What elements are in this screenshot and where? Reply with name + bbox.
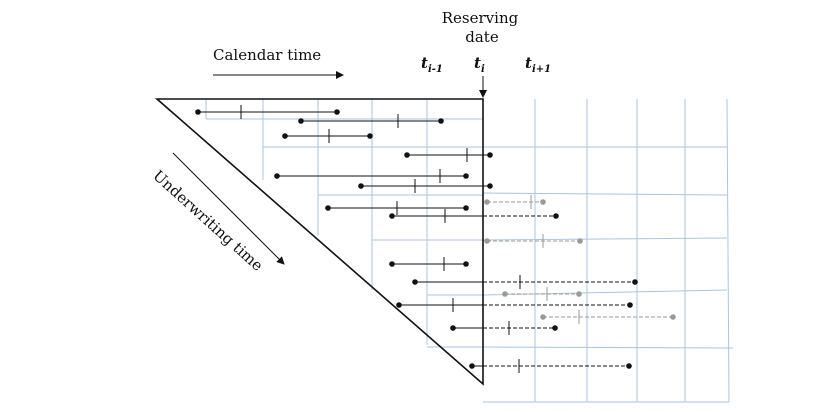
- claim-end-dot: [463, 205, 469, 211]
- claim-end-dot: [487, 183, 493, 189]
- claim-start-dot: [389, 213, 395, 219]
- claim: [484, 234, 583, 248]
- claim-end-dot: [627, 302, 633, 308]
- grid-line-horizontal: [482, 192, 728, 196]
- claim-end-dot: [334, 109, 340, 115]
- claim: [358, 179, 493, 193]
- claim-end-dot: [487, 152, 493, 158]
- claim: [389, 257, 469, 271]
- claim-end-dot: [438, 118, 444, 124]
- claim: [450, 321, 558, 335]
- claim-start-dot: [404, 152, 410, 158]
- grid-line-horizontal: [482, 237, 728, 241]
- claim: [396, 298, 633, 312]
- underwriting-time-arrow: [172, 152, 285, 265]
- claim-start-dot: [540, 314, 546, 320]
- claim-end-dot: [553, 213, 559, 219]
- claim: [274, 169, 469, 183]
- t-next-label: ti+1: [525, 54, 551, 75]
- claim: [195, 105, 340, 119]
- claim-end-dot: [626, 363, 632, 369]
- claim-start-dot: [450, 325, 456, 331]
- claim-end-dot: [576, 291, 582, 297]
- claim-start-dot: [298, 118, 304, 124]
- claim: [412, 275, 638, 289]
- claim-start-dot: [484, 199, 490, 205]
- grid-line-horizontal: [482, 346, 734, 349]
- reserving-date-label-line1: Reserving: [442, 9, 519, 27]
- claim-start-dot: [396, 302, 402, 308]
- claim-end-dot: [367, 133, 373, 139]
- claim-start-dot: [195, 109, 201, 115]
- claim-end-dot: [632, 279, 638, 285]
- claim-start-dot: [282, 133, 288, 139]
- claim: [404, 148, 493, 162]
- claims: [195, 105, 676, 373]
- claim: [484, 195, 546, 209]
- claim-end-dot: [552, 325, 558, 331]
- t-prev-label: ti-1: [421, 54, 443, 75]
- claim-start-dot: [502, 291, 508, 297]
- observed-triangle: [154, 98, 484, 386]
- grid-line-vertical: [726, 98, 730, 403]
- claim-start-dot: [358, 183, 364, 189]
- grid: [205, 98, 734, 403]
- claim: [502, 287, 582, 301]
- claim-end-dot: [670, 314, 676, 320]
- claim-start-dot: [412, 279, 418, 285]
- claim-start-dot: [484, 238, 490, 244]
- claim: [469, 359, 632, 373]
- t-curr-label: ti: [474, 54, 485, 75]
- calendar-time-label: Calendar time: [213, 46, 321, 64]
- claim-end-dot: [577, 238, 583, 244]
- claim-end-dot: [463, 261, 469, 267]
- claim-end-dot: [540, 199, 546, 205]
- claim: [282, 129, 373, 143]
- claim-end-dot: [463, 173, 469, 179]
- claim: [298, 114, 444, 128]
- claim-start-dot: [389, 261, 395, 267]
- claim: [540, 310, 676, 324]
- claim-start-dot: [274, 173, 280, 179]
- reserving-date-label-line2: date: [465, 28, 499, 46]
- claim: [325, 201, 469, 215]
- claim-start-dot: [325, 205, 331, 211]
- underwriting-time-label: Underwriting time: [149, 167, 266, 275]
- claim-start-dot: [469, 363, 475, 369]
- claim: [389, 209, 559, 223]
